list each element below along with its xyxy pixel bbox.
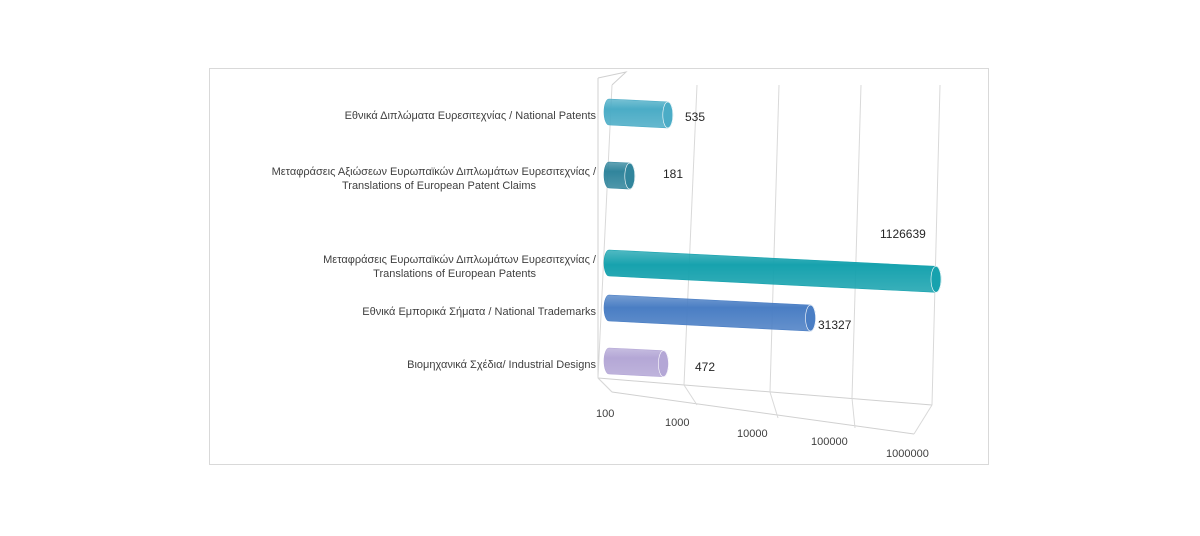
x-tick-label: 100000 <box>811 436 848 448</box>
category-label: Μεταφράσεις Αξιώσεων Ευρωπαϊκών Διπλωμάτ… <box>272 166 597 178</box>
bar-body <box>603 98 674 129</box>
gridline <box>597 84 613 379</box>
bar <box>603 161 636 190</box>
gridline <box>851 84 862 399</box>
floor-front-edge <box>611 391 915 435</box>
category-label: Εθνικά Διπλώματα Ευρεσιτεχνίας / Nationa… <box>345 110 597 122</box>
bar <box>603 249 942 293</box>
bar-cap <box>658 350 669 378</box>
data-label: 1126639 <box>880 227 926 241</box>
bar-body <box>603 294 816 332</box>
x-tick-label: 1000000 <box>886 448 929 460</box>
category-label: Translations of European Patent Claims <box>342 180 537 192</box>
floor-gridline <box>851 397 856 429</box>
gridline <box>769 84 780 393</box>
floor-gridline <box>683 384 698 406</box>
x-tick-label: 10000 <box>737 428 768 440</box>
bar-body <box>603 249 942 293</box>
category-label: Βιομηχανικά Σχέδια/ Industrial Designs <box>407 359 596 371</box>
bar-series <box>603 98 942 378</box>
bar <box>603 294 816 332</box>
data-label: 472 <box>695 360 715 374</box>
bar-cap <box>662 101 674 129</box>
bar-cap <box>930 266 942 293</box>
x-tick-label: 1000 <box>665 417 689 429</box>
floor-back-edge <box>597 377 933 406</box>
x-tick-label: 100 <box>596 408 614 420</box>
floor-gridline <box>913 404 933 435</box>
bar-cap <box>805 304 816 332</box>
bar <box>603 347 669 378</box>
gridline <box>931 84 941 406</box>
plot-walls <box>597 71 941 435</box>
category-labels: Εθνικά Διπλώματα Ευρεσιτεχνίας / Nationa… <box>272 110 597 371</box>
data-labels: 535 181 1126639 31327 472 <box>663 110 926 374</box>
floor-gridline <box>769 391 779 419</box>
bar <box>603 98 674 129</box>
category-label: Μεταφράσεις Ευρωπαϊκών Διπλωμάτων Ευρεσι… <box>323 254 597 266</box>
data-label: 31327 <box>818 318 852 332</box>
data-label: 535 <box>685 110 705 124</box>
category-label: Εθνικά Εμπορικά Σήματα / National Tradem… <box>362 306 596 318</box>
bar-cap <box>624 162 636 190</box>
floor-gridline <box>597 377 613 393</box>
x-axis-tick-labels: 100 1000 10000 100000 1000000 <box>596 408 929 460</box>
data-label: 181 <box>663 167 683 181</box>
category-label: Translations of European Patents <box>373 268 536 280</box>
gridline <box>683 84 698 386</box>
